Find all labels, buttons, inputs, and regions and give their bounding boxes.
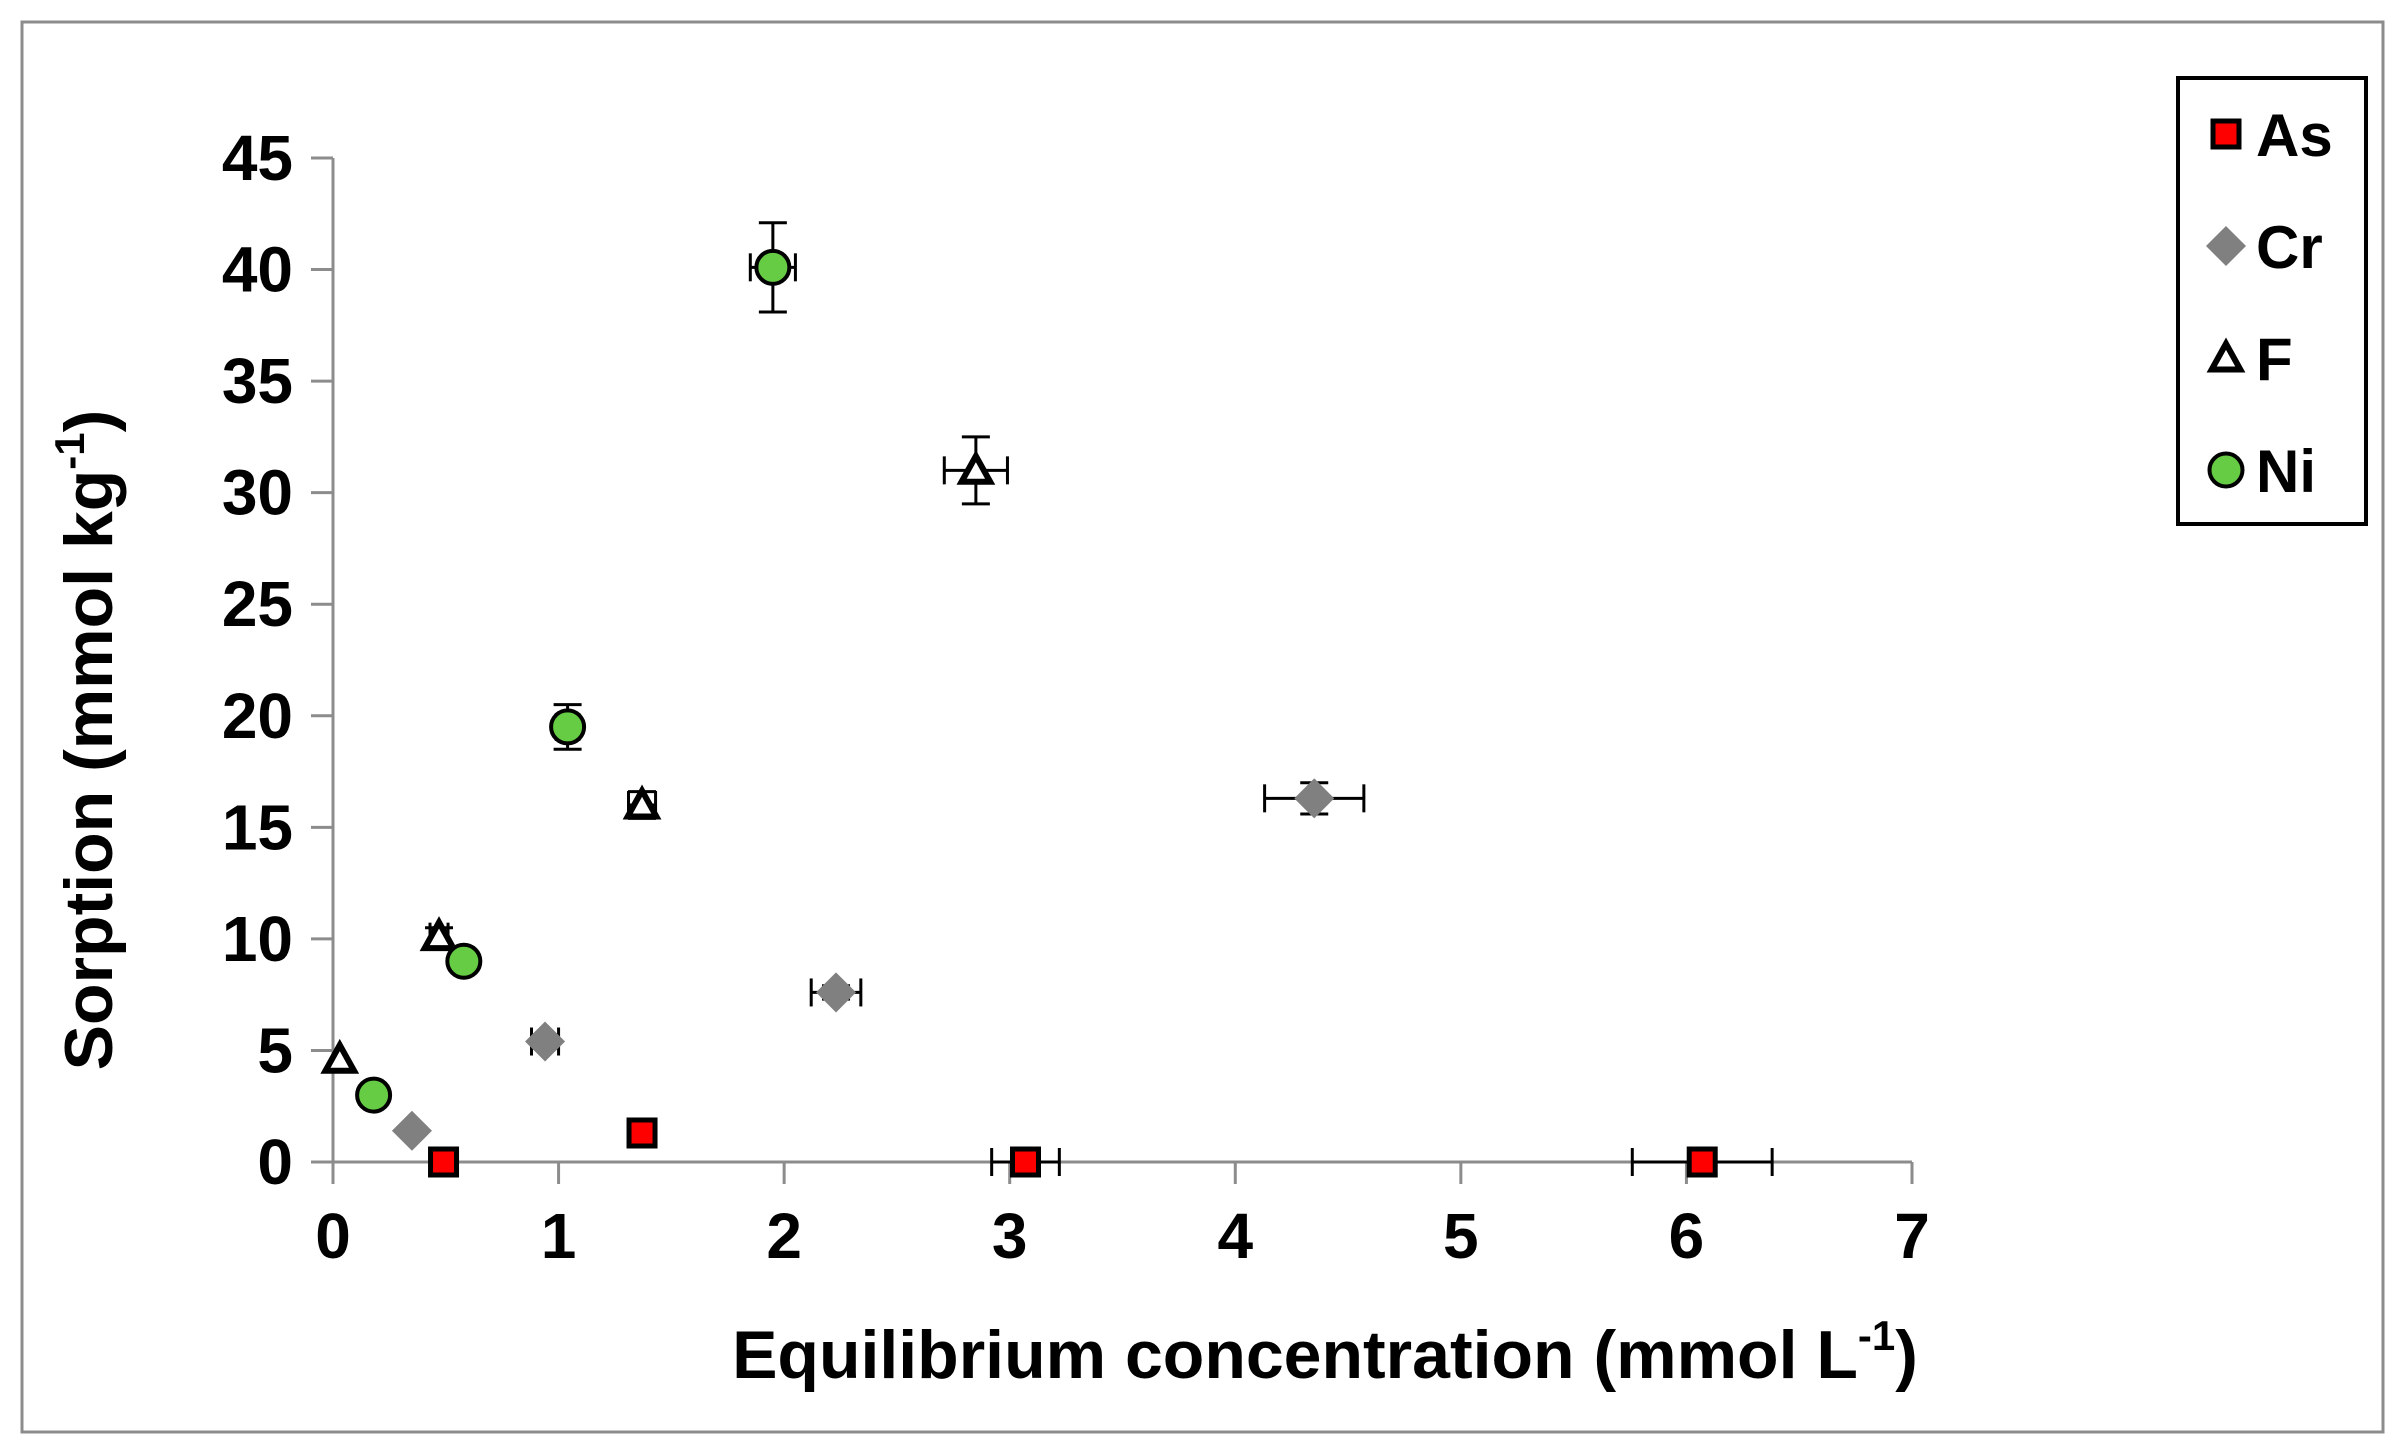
legend-marker-as [2210, 118, 2242, 150]
f-data-point [956, 449, 996, 485]
x-tick-label: 0 [315, 1200, 351, 1272]
y-axis-title: Sorption (mmol kg-1) [46, 410, 127, 1071]
x-tick-label: 4 [1217, 1200, 1253, 1272]
legend-marker-cr [2205, 225, 2247, 267]
x-tick-label: 7 [1894, 1200, 1930, 1272]
as-data-point [428, 1146, 460, 1178]
as-data-point [1686, 1146, 1718, 1178]
f-data-point [320, 1038, 360, 1074]
legend: As Cr F Ni [2176, 76, 2368, 526]
y-axis-title-main: Sorption (mmol kg [51, 470, 127, 1071]
y-tick-label: 10 [222, 903, 293, 975]
f-data-point [419, 916, 459, 952]
y-axis-title-end: ) [51, 410, 127, 433]
y-tick-label: 40 [222, 234, 293, 306]
x-tick-label: 1 [541, 1200, 577, 1272]
cr-data-point [1294, 778, 1335, 819]
y-tick-label: 30 [222, 457, 293, 529]
f-data-point [622, 784, 662, 820]
legend-label-as: As [2256, 102, 2333, 169]
cr-data-point [816, 972, 857, 1013]
as-data-point [1010, 1146, 1042, 1178]
legend-marker-ni [2207, 451, 2245, 489]
cr-data-point [391, 1110, 432, 1151]
y-axis-title-sup: -1 [46, 432, 93, 469]
x-axis-title-main: Equilibrium concentration (mmol L [732, 1317, 1858, 1393]
legend-label-cr: Cr [2256, 214, 2323, 281]
data-markers [320, 248, 1718, 1178]
y-tick-label: 35 [222, 345, 293, 417]
x-axis-title: Equilibrium concentration (mmol L-1) [732, 1312, 1918, 1393]
x-tick-label: 6 [1669, 1200, 1705, 1272]
x-axis-title-end: ) [1895, 1317, 1918, 1393]
y-tick-label: 20 [222, 680, 293, 752]
ni-data-point [754, 248, 792, 286]
x-tick-label: 3 [992, 1200, 1028, 1272]
legend-label-f: F [2256, 326, 2293, 393]
x-tick-label: 5 [1443, 1200, 1479, 1272]
y-tick-label: 5 [257, 1014, 293, 1086]
ni-data-point [355, 1076, 393, 1114]
ni-data-point [445, 942, 483, 980]
y-tick-label: 45 [222, 122, 293, 194]
chart-frame [20, 20, 2385, 1434]
y-tick-label: 15 [222, 791, 293, 863]
x-tick-label: 2 [766, 1200, 802, 1272]
legend-box [2176, 76, 2368, 526]
legend-marker-f [2206, 337, 2246, 373]
ni-data-point [549, 708, 587, 746]
y-tick-label: 25 [222, 568, 293, 640]
as-data-point [626, 1117, 658, 1149]
y-tick-label: 0 [257, 1126, 293, 1198]
x-axis-title-sup: -1 [1858, 1312, 1895, 1359]
cr-data-point [525, 1021, 566, 1062]
legend-label-ni: Ni [2256, 438, 2316, 505]
